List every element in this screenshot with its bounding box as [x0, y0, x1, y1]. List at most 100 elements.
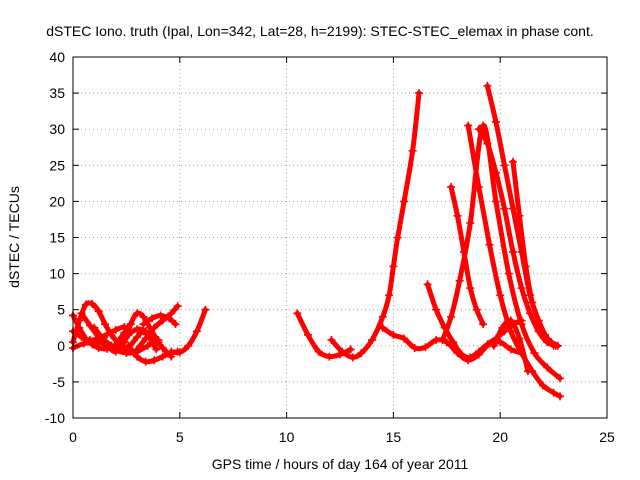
data-point	[90, 338, 99, 347]
y-tick-label: 20	[49, 193, 65, 209]
data-point	[327, 336, 336, 345]
data-point	[549, 388, 558, 397]
data-point	[88, 299, 97, 308]
series-pass-12	[293, 309, 355, 361]
data-point	[483, 81, 492, 90]
data-point	[400, 197, 409, 206]
data-point	[483, 340, 492, 349]
data-point	[547, 338, 556, 347]
data-point	[455, 276, 464, 285]
data-point	[111, 325, 120, 334]
data-point	[77, 309, 86, 318]
data-point	[517, 320, 526, 329]
data-point	[152, 345, 161, 354]
data-point	[133, 309, 142, 318]
y-tick-label: 15	[49, 230, 65, 246]
data-point	[158, 343, 167, 352]
y-tick-label: 5	[57, 302, 65, 318]
data-point	[489, 341, 498, 350]
data-point	[120, 323, 129, 332]
data-point	[400, 334, 409, 343]
data-point	[389, 330, 398, 339]
data-point	[423, 280, 432, 289]
data-point	[201, 305, 210, 314]
data-point	[133, 352, 142, 361]
data-point	[348, 353, 357, 362]
data-point	[504, 269, 513, 278]
data-point	[90, 323, 99, 332]
data-point	[192, 327, 201, 336]
data-point	[521, 262, 530, 271]
data-point	[133, 345, 142, 354]
data-point	[449, 338, 458, 347]
x-tick-label: 10	[279, 429, 295, 445]
data-point	[325, 352, 334, 361]
data-point	[479, 121, 488, 130]
data-point	[79, 339, 88, 348]
x-tick-label: 0	[69, 429, 77, 445]
data-point	[101, 320, 110, 329]
data-point	[472, 305, 481, 314]
data-point	[133, 325, 142, 334]
series-pass-10	[139, 311, 180, 329]
data-point	[184, 341, 193, 350]
series-pass-21	[447, 182, 488, 329]
y-tick-label: 40	[49, 49, 65, 65]
data-point	[453, 211, 462, 220]
data-point	[139, 312, 148, 321]
data-point	[541, 330, 550, 339]
series-trace	[440, 123, 563, 381]
data-point	[526, 309, 535, 318]
data-point	[378, 312, 387, 321]
data-point	[491, 117, 500, 126]
data-point	[150, 323, 159, 332]
data-point	[474, 347, 483, 356]
data-series	[69, 81, 565, 401]
data-point	[556, 374, 565, 383]
axes: 0 5 10 15 20 25 -10 -5 0 5 10 15 20 25 30 35 40	[45, 49, 615, 445]
y-tick-label: 35	[49, 85, 65, 101]
data-point	[143, 341, 152, 350]
series-pass-20	[509, 157, 562, 350]
series-pass-13	[327, 89, 424, 362]
data-point	[141, 334, 150, 343]
x-axis-label: GPS time / hours of day 164 of year 2011	[212, 456, 469, 472]
data-point	[94, 307, 103, 316]
data-point	[485, 240, 494, 249]
x-tick-label: 25	[599, 429, 615, 445]
data-point	[506, 327, 515, 336]
series-pass-09	[133, 302, 182, 354]
data-point	[515, 211, 524, 220]
data-point	[491, 168, 500, 177]
data-point	[86, 321, 95, 330]
data-point	[464, 121, 473, 130]
x-tick-label: 5	[176, 429, 184, 445]
data-point	[133, 333, 142, 342]
data-point	[346, 345, 355, 354]
data-point	[509, 204, 518, 213]
data-point	[167, 309, 176, 318]
data-point	[556, 392, 565, 401]
data-point	[498, 323, 507, 332]
series-pass-22	[489, 316, 532, 376]
data-point	[150, 356, 159, 365]
y-tick-label: 25	[49, 157, 65, 173]
data-point	[534, 316, 543, 325]
data-point	[474, 125, 483, 134]
y-tick-label: 30	[49, 121, 65, 137]
data-point	[515, 334, 524, 343]
data-point	[466, 284, 475, 293]
data-point	[378, 323, 387, 332]
series-pass-16	[438, 121, 565, 383]
data-point	[530, 349, 539, 358]
data-point	[171, 320, 180, 329]
data-point	[98, 334, 107, 343]
y-tick-label: -10	[45, 410, 65, 426]
data-point	[410, 343, 419, 352]
data-point	[141, 357, 150, 366]
data-point	[447, 182, 456, 191]
data-point	[438, 336, 447, 345]
data-point	[528, 298, 537, 307]
data-point	[500, 161, 509, 170]
